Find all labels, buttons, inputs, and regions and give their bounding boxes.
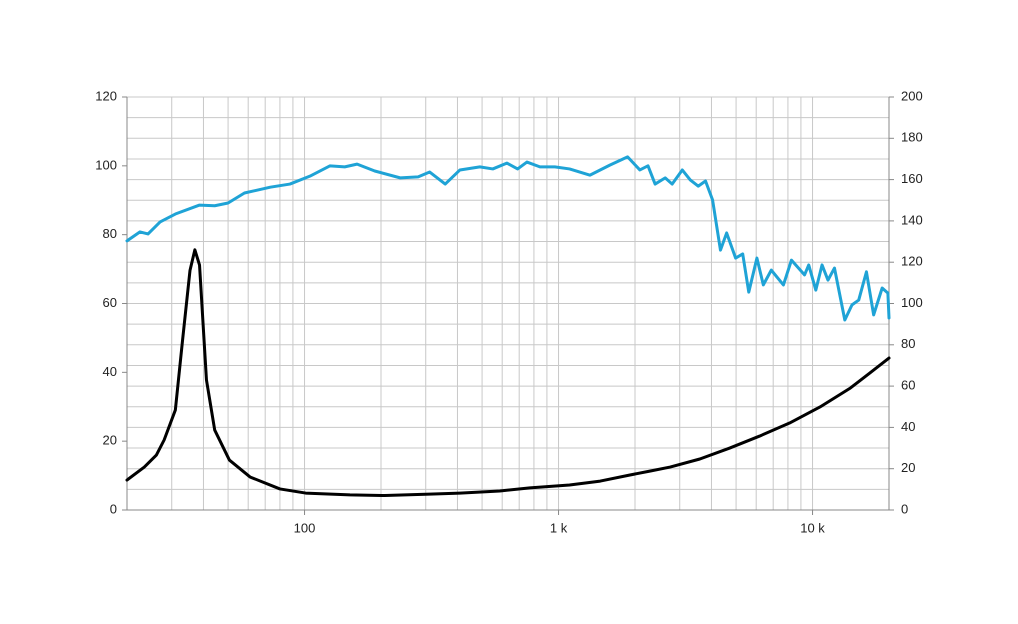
y2-tick-label: 0 [901, 501, 908, 516]
y-tick-label: 0 [110, 501, 117, 516]
y2-tick-label: 200 [901, 88, 923, 103]
x-tick-label: 10 k [800, 520, 825, 535]
y2-tick-label: 20 [901, 460, 915, 475]
y2-tick-label: 120 [901, 254, 923, 269]
x-tick-label: 1 k [550, 520, 568, 535]
y2-tick-label: 60 [901, 378, 915, 393]
y-tick-label: 60 [103, 295, 117, 310]
y-tick-label: 20 [103, 433, 117, 448]
y-tick-label: 40 [103, 364, 117, 379]
x-tick-label: 100 [294, 520, 316, 535]
y-tick-label: 120 [95, 88, 117, 103]
y2-tick-label: 40 [901, 419, 915, 434]
y2-tick-label: 100 [901, 295, 923, 310]
y2-tick-label: 180 [901, 130, 923, 145]
series-line [125, 248, 891, 498]
y-tick-label: 100 [95, 157, 117, 172]
y2-tick-label: 140 [901, 212, 923, 227]
y2-tick-label: 80 [901, 336, 915, 351]
series-line [125, 155, 891, 322]
y-tick-label: 80 [103, 226, 117, 241]
y2-tick-label: 160 [901, 171, 923, 186]
